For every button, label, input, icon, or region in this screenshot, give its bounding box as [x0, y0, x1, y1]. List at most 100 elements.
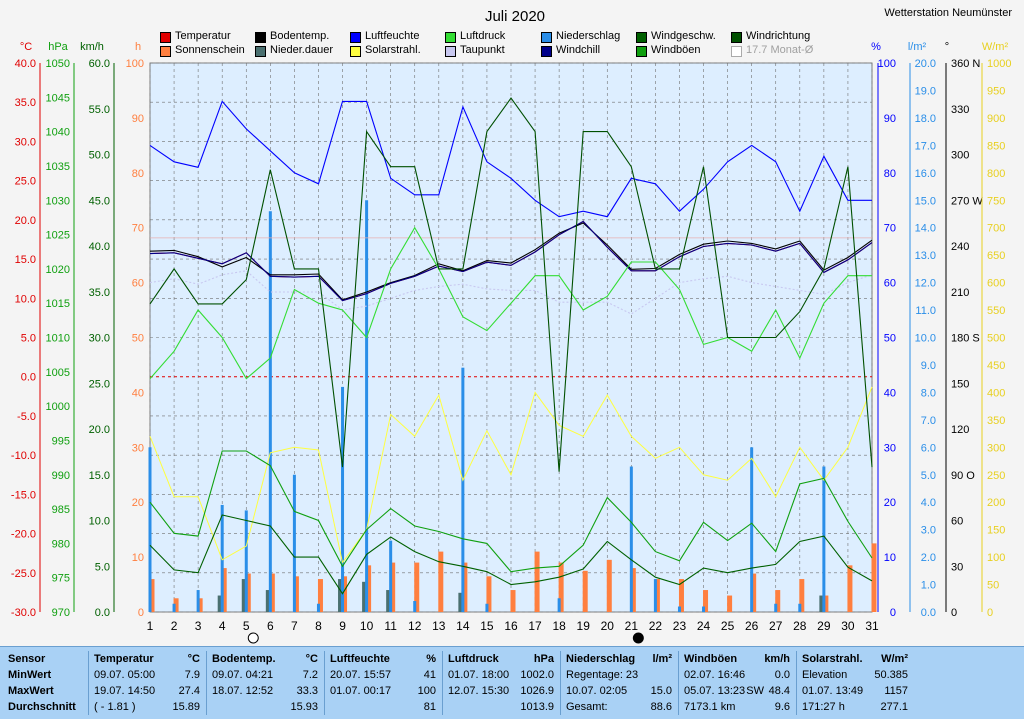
bar-sonnenschein [703, 590, 709, 612]
bar-niederschlag [702, 606, 706, 612]
stats-separator [88, 651, 89, 715]
axis-tick-rain: 13.0 [915, 250, 936, 262]
axis-tick-press: 1030 [46, 195, 70, 207]
axis-tick-hum: 50 [884, 333, 896, 345]
x-tick-label: 19 [577, 619, 591, 633]
axis-tick-solar: 250 [987, 470, 1005, 482]
axis-tick-rain: 11.0 [915, 305, 936, 317]
legend-label: Temperatur [175, 30, 231, 42]
bar-niederdauer [362, 581, 368, 612]
bar-sonnenschein [847, 565, 853, 612]
axis-tick-wind: 25.0 [89, 378, 110, 390]
bar-sonnenschein [269, 573, 275, 612]
axis-tick-dir: 90 O [951, 470, 975, 482]
stats-key: 09.07. 04:21 [212, 669, 274, 681]
axis-tick-hum: 10 [884, 552, 896, 564]
bar-sonnenschein [654, 579, 660, 612]
axis-tick-sun: 0 [138, 607, 144, 619]
axis-tick-hum: 80 [884, 168, 896, 180]
x-tick-label: 12 [408, 619, 422, 633]
axis-tick-dir: 120 [951, 424, 969, 436]
stats-value: 1013.9 [520, 701, 554, 713]
stats-value: 81 [423, 701, 436, 713]
stats-header: Luftfeuchte [330, 653, 390, 665]
bar-niederschlag [365, 200, 369, 612]
legend-swatch [636, 32, 647, 43]
axis-tick-dir: 270 W [951, 195, 983, 207]
x-tick-label: 9 [339, 619, 346, 633]
legend-swatch [445, 46, 456, 57]
stats-key: 02.07. 16:46 [684, 669, 746, 681]
axis-tick-rain: 10.0 [915, 333, 936, 345]
legend-swatch [255, 46, 266, 57]
axis-tick-temp: -10.0 [11, 450, 36, 462]
stats-header: Solarstrahl. [802, 653, 863, 665]
axis-tick-rain: 8.0 [921, 387, 936, 399]
axis-tick-temp: 5.0 [21, 333, 36, 345]
axis-tick-hum: 0 [890, 607, 896, 619]
stats-key: 05.07. 13:23 [684, 685, 746, 697]
axis-tick-temp: -20.0 [11, 529, 36, 541]
stats-value: 9.6 [774, 701, 790, 713]
bar-niederschlag [750, 447, 754, 612]
bar-niederschlag [292, 474, 296, 612]
stats-panel-luftfeuchte: Luftfeuchte% 20.07. 15:57 41 01.07. 00:17 10… [330, 651, 438, 717]
axis-tick-sun: 30 [132, 442, 144, 454]
axis-tick-press: 975 [52, 573, 70, 585]
moon-icon [632, 632, 644, 644]
axis-tick-wind: 50.0 [89, 150, 110, 162]
axis-tick-temp: 25.0 [15, 176, 36, 188]
axis-tick-press: 1020 [46, 264, 70, 276]
stats-value: 27.4 [178, 685, 200, 697]
x-tick-label: 7 [291, 619, 298, 633]
x-tick-label: 10 [360, 619, 374, 633]
stats-separator [324, 651, 325, 715]
stats-key: 09.07. 05:00 [94, 669, 156, 681]
axis-tick-press: 980 [52, 538, 70, 550]
axis-tick-solar: 0 [987, 607, 993, 619]
axis-tick-solar: 650 [987, 250, 1005, 262]
axis-tick-wind: 40.0 [89, 241, 110, 253]
bar-sonnenschein [149, 579, 155, 612]
axis-tick-solar: 200 [987, 497, 1005, 509]
axis-tick-rain: 12.0 [915, 278, 936, 290]
bar-sonnenschein [293, 576, 299, 612]
axis-tick-press: 1050 [46, 58, 70, 70]
bar-sonnenschein [245, 573, 251, 612]
x-tick-label: 20 [601, 619, 615, 633]
axis-tick-solar: 800 [987, 168, 1005, 180]
bar-niederschlag [485, 603, 489, 612]
axis-tick-wind: 30.0 [89, 333, 110, 345]
bar-niederschlag [798, 603, 802, 612]
axis-tick-press: 1005 [46, 367, 70, 379]
axis-unit-hum: % [871, 41, 881, 53]
stats-key: 171:27 h [802, 701, 845, 713]
axis-tick-press: 1015 [46, 298, 70, 310]
axis-tick-hum: 30 [884, 442, 896, 454]
axis-tick-temp: -15.0 [11, 489, 36, 501]
legend-label: Sonnenschein [175, 44, 245, 56]
axis-tick-solar: 850 [987, 140, 1005, 152]
stats-value: 0.0 [774, 669, 790, 681]
bar-sonnenschein [390, 562, 396, 612]
bar-niederschlag [413, 601, 417, 612]
x-tick-label: 21 [625, 619, 639, 633]
stats-panel-temperatur: Temperatur °C 09.07. 05:00 7.9 19.07. 14:50 2… [94, 651, 202, 717]
axis-unit-dir: ° [945, 41, 949, 53]
axis-tick-dir: 180 S [951, 333, 980, 345]
bar-niederschlag [268, 211, 272, 613]
bar-sonnenschein [221, 568, 227, 612]
stats-direction: SW [746, 685, 764, 697]
stats-header: Bodentemp. [212, 653, 276, 665]
axis-tick-sun: 90 [132, 113, 144, 125]
x-tick-label: 17 [528, 619, 542, 633]
bar-sonnenschein [366, 565, 372, 612]
stats-value: 1157 [884, 685, 908, 697]
axis-tick-sun: 10 [132, 552, 144, 564]
stats-value: 7.9 [184, 669, 200, 681]
stats-unit: km/h [764, 653, 790, 665]
legend-swatch [160, 46, 171, 57]
bar-sonnenschein [173, 598, 179, 612]
x-tick-label: 4 [219, 619, 226, 633]
axis-tick-press: 1035 [46, 161, 70, 173]
